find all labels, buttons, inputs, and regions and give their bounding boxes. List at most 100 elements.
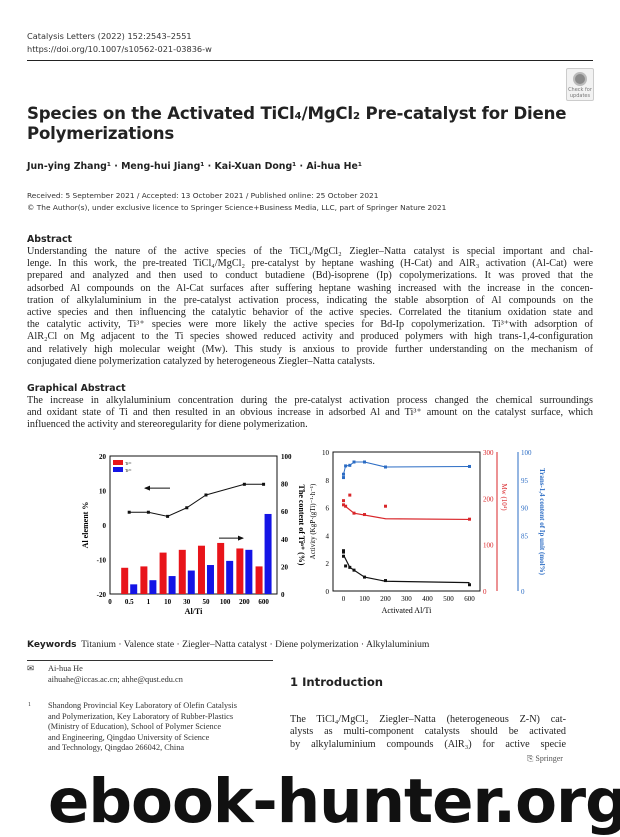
bar-ti2 — [130, 584, 138, 594]
paper-title: Species on the Activated TiCl₄/MgCl₂ Pre… — [27, 104, 566, 144]
badge-label: Check for updates — [568, 87, 592, 99]
bar-ti2 — [264, 513, 272, 594]
text-line: adsorbed Al compounds on the Al-Cat surf… — [27, 282, 593, 294]
activity-point — [348, 565, 352, 569]
bar-ti3 — [140, 566, 148, 594]
graphical-abstract-text: The increase in alkylaluminium concentra… — [27, 395, 593, 432]
y2-tick-label: 0 — [483, 588, 487, 596]
corresponding-author: Ai-hua He aihuahe@iccas.ac.cn; ahhe@qust.… — [48, 664, 183, 685]
y2-tick-label: 40 — [281, 536, 289, 544]
y-tick-label: 20 — [99, 453, 107, 461]
trans-point — [342, 472, 345, 476]
x-tick-label: 100 — [220, 598, 231, 606]
y2-tick-label: 300 — [483, 449, 494, 457]
springer-logo: ⎘ Springer — [527, 754, 563, 763]
dates-line: Received: 5 September 2021 / Accepted: 1… — [27, 191, 379, 200]
bar-ti2 — [187, 570, 195, 594]
x-tick-label: 300 — [401, 595, 412, 603]
keywords-list: Titanium · Valence state · Ziegler–Natta… — [81, 639, 430, 650]
text-line: and Technology, Qingdao 266042, China — [48, 743, 185, 753]
abstract-text: Understanding the nature of the active s… — [27, 246, 593, 368]
trans-point — [468, 464, 471, 468]
al-point — [127, 510, 131, 514]
mw-point — [344, 504, 348, 508]
contact-name: Ai-hua He — [48, 664, 83, 673]
check-for-updates-badge[interactable]: Check for updates — [566, 68, 594, 101]
text-line: lenge. In this work, the pre-treated TiC… — [27, 258, 593, 270]
y2-tick-label: 60 — [281, 508, 289, 516]
trans-point — [363, 460, 366, 464]
text-line: conjugated diene polymerization catalyze… — [27, 355, 375, 367]
activity-point — [342, 554, 345, 558]
contact-emails[interactable]: aihuahe@iccas.ac.cn; ahhe@qust.edu.cn — [48, 674, 183, 684]
y-tick-label: -10 — [97, 557, 107, 565]
legend-label: Ti³⁺ — [125, 461, 132, 466]
y-tick-label: 4 — [326, 532, 330, 540]
x-tick-label: 200 — [380, 595, 391, 603]
text-line: Understanding the nature of the active s… — [27, 246, 593, 257]
trans-point — [384, 465, 387, 469]
mw-point — [348, 493, 352, 497]
activity-point — [468, 583, 471, 587]
left-arrow-head-icon — [144, 485, 150, 491]
mw-point — [384, 504, 387, 508]
running-header: Catalysis Letters (2022) 152:2543–2551 h… — [27, 30, 212, 56]
text-line: alysts as multi-component catalysts shou… — [290, 726, 566, 738]
y-tick-label: 8 — [326, 477, 330, 485]
y3-axis-label: Trans-1,4 content of Ip unit (mol%) — [538, 468, 546, 575]
journal-citation: Catalysis Letters (2022) 152:2543–2551 — [27, 31, 192, 41]
x-tick-label: 200 — [239, 598, 250, 606]
mw-point — [363, 513, 366, 517]
y2-tick-label: 200 — [483, 495, 494, 503]
y2-axis-label: Mw (10⁴) — [500, 483, 508, 511]
x-tick-label: 10 — [164, 598, 172, 606]
y-tick-label: 0 — [103, 522, 107, 530]
keywords-label: Keywords — [27, 640, 77, 650]
x-tick-label: 600 — [464, 595, 475, 603]
mw-point — [468, 517, 471, 521]
keywords: Keywords Titanium · Valence state · Zieg… — [27, 639, 429, 650]
activity-point — [352, 568, 356, 572]
publisher-name: Springer — [535, 754, 563, 763]
trans-point — [342, 476, 345, 480]
activity-point — [342, 550, 345, 554]
x-tick-label: 0.5 — [125, 598, 134, 606]
text-line: The increase in alkylaluminium concentra… — [27, 395, 593, 406]
x-tick-label: 500 — [443, 595, 454, 603]
y-axis-label: Al element % — [81, 502, 90, 549]
introduction-text: The TiCl₄/MgCl₂ Ziegler–Natta (heterogen… — [290, 714, 566, 751]
x-tick-label: 50 — [202, 598, 210, 606]
bar-ti2 — [226, 560, 234, 594]
x-axis-label: Activated Al/Ti — [382, 606, 432, 615]
doi-link[interactable]: https://doi.org/10.1007/s10562-021-03836… — [27, 44, 212, 54]
al-point — [166, 514, 170, 518]
mw-point — [342, 503, 345, 507]
legend-swatch — [113, 467, 123, 472]
x-tick-label: 600 — [258, 598, 269, 606]
text-line: tration of alkylaluminium in the pre-cat… — [27, 294, 593, 306]
bar-ti3 — [178, 549, 186, 594]
mail-icon: ✉ — [27, 664, 34, 673]
title-line: Species on the Activated TiCl₄/MgCl₂ Pre… — [27, 104, 567, 123]
header-rule — [27, 60, 593, 61]
bar-ti3 — [255, 566, 263, 594]
mw-point — [352, 511, 356, 515]
x-tick-label: 1 — [147, 598, 151, 606]
trans-point — [348, 463, 352, 467]
bar-ti3 — [159, 552, 167, 594]
abstract-heading: Abstract — [27, 234, 73, 245]
bar-ti3 — [236, 548, 244, 594]
activity-point — [344, 564, 348, 568]
update-icon — [573, 72, 587, 86]
bar-ti2 — [168, 576, 176, 594]
watermark: ebook-hunter.org — [48, 766, 620, 837]
al-point — [204, 493, 208, 497]
y2-tick-label: 80 — [281, 481, 289, 489]
text-line: Shandong Provincial Key Laboratory of Ol… — [48, 701, 237, 710]
text-line: by alkylaluminium compounds (AlR₃) for a… — [290, 738, 566, 750]
x-tick-label: 0 — [108, 598, 112, 606]
y2-tick-label: 20 — [281, 563, 289, 571]
bar-ti3 — [217, 542, 225, 594]
